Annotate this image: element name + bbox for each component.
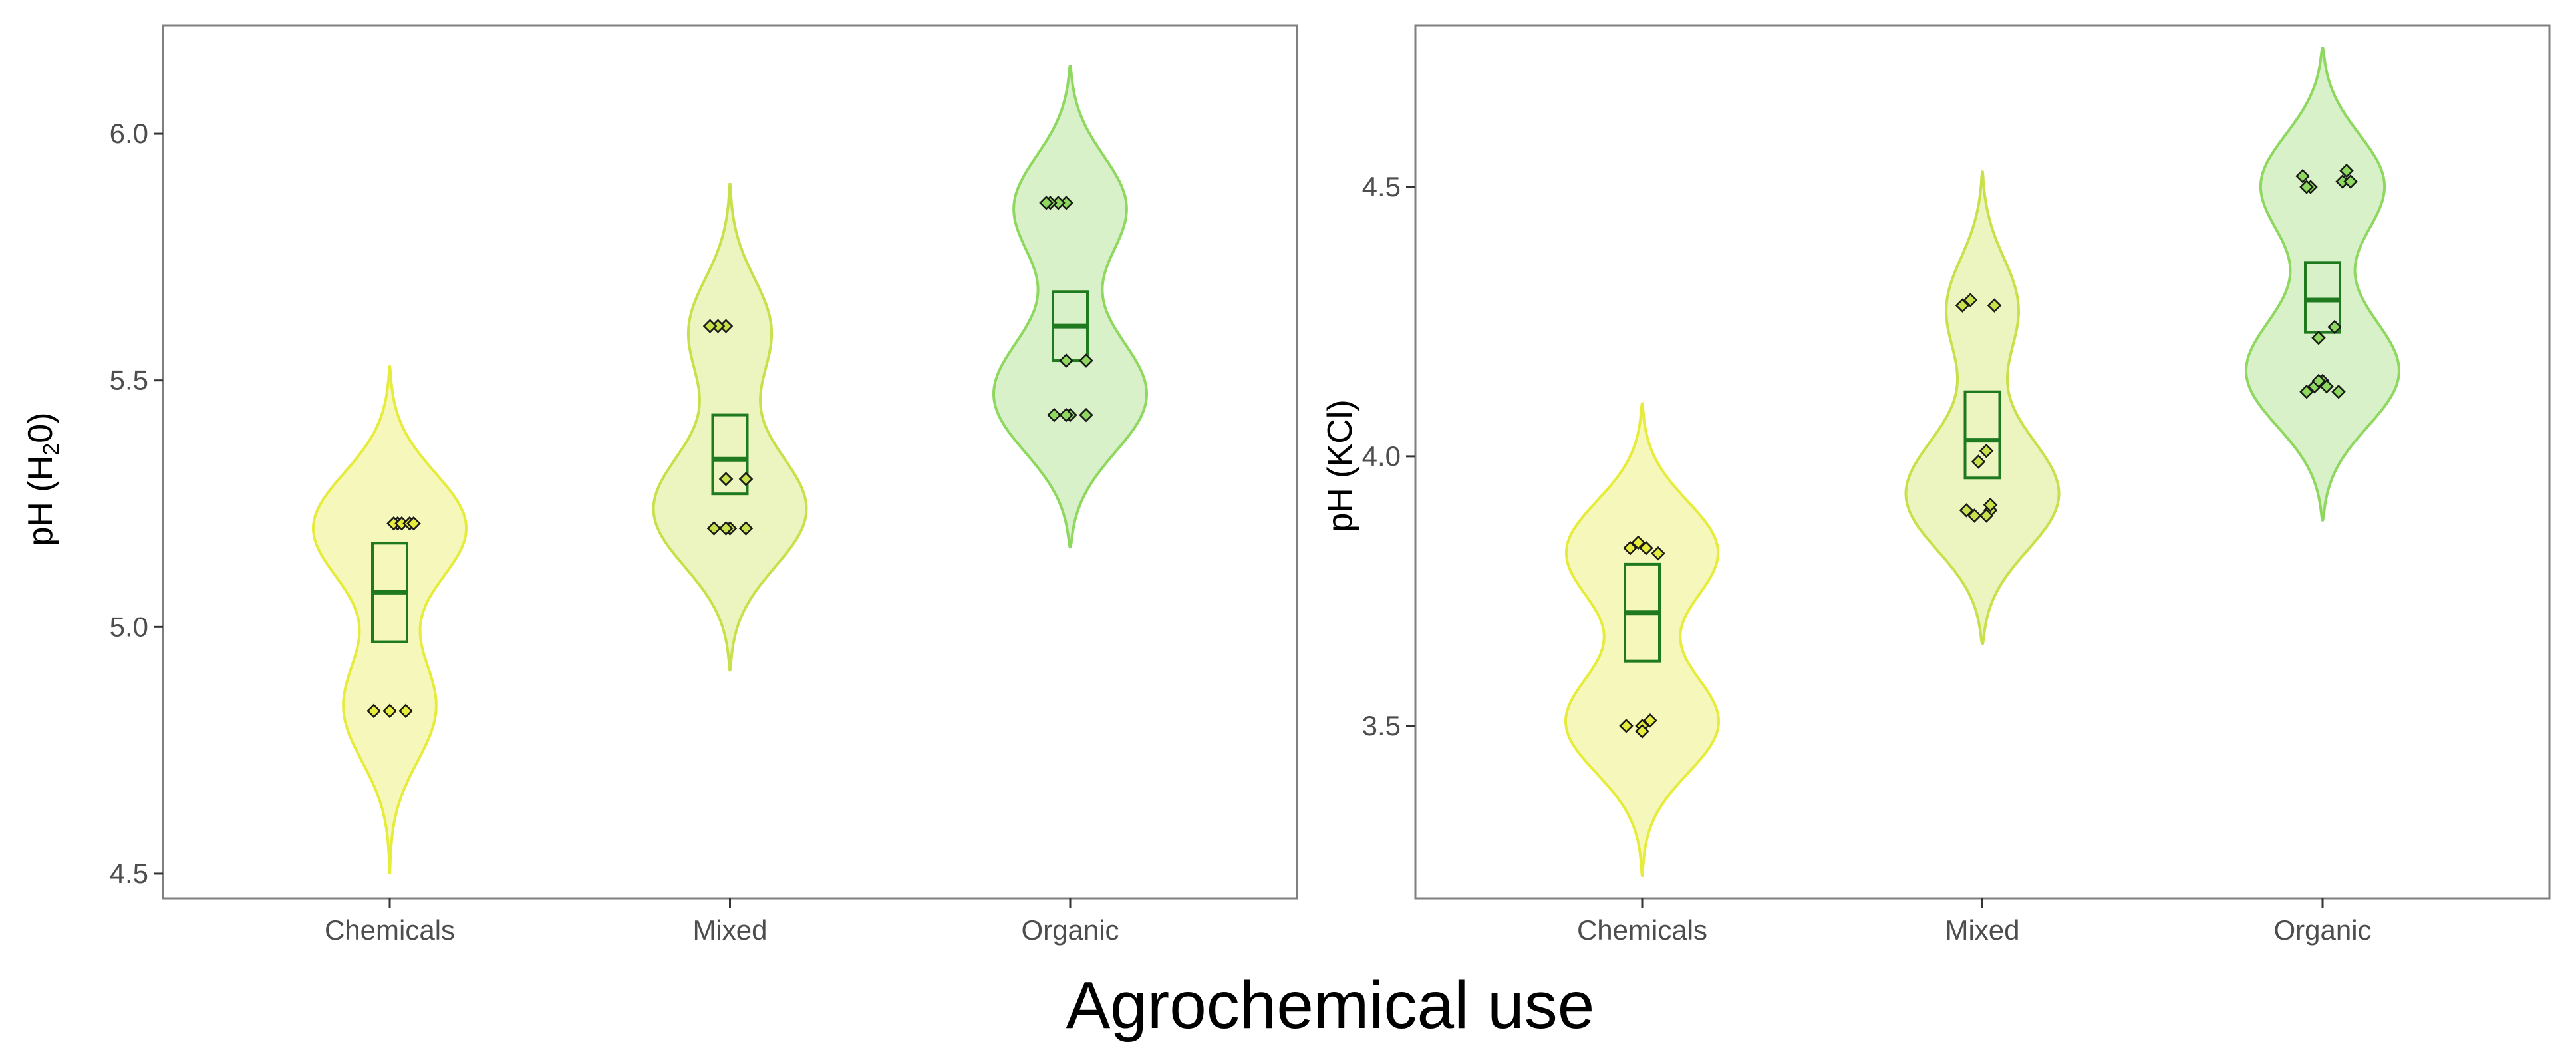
x-tick-label: Mixed [692, 914, 767, 946]
data-point [398, 703, 413, 719]
data-point [2295, 168, 2310, 184]
y-tick-label: 3.5 [1362, 710, 1401, 741]
data-point [406, 516, 421, 531]
x-axis-ticks: Chemicals Mixed Organic [1577, 898, 2372, 946]
x-axis-title: Agrochemical use [1066, 968, 1595, 1043]
y-tick-label: 4.5 [110, 858, 148, 889]
violin-mixed [652, 182, 808, 672]
data-point [1983, 498, 1998, 512]
data-point [718, 472, 734, 486]
data-point [2343, 174, 2358, 189]
data-point [706, 521, 722, 536]
data-point [1047, 407, 1062, 423]
x-tick-label: Organic [1021, 914, 1119, 946]
data-point [2331, 384, 2346, 399]
x-tick-label: Organic [2273, 914, 2371, 946]
data-point [382, 703, 397, 719]
data-point [738, 472, 754, 486]
x-tick-label: Chemicals [325, 914, 455, 946]
data-point [718, 521, 734, 536]
data-point [702, 319, 718, 333]
data-point [1623, 540, 1638, 556]
data-point [2339, 163, 2354, 178]
y-axis-ticks: 3.5 4.0 4.5 [1362, 171, 1415, 741]
data-point [1619, 719, 1634, 733]
violin-layer [1564, 46, 2401, 877]
data-point [2311, 373, 2326, 389]
data-point [2319, 379, 2334, 394]
violin-layer [311, 64, 1149, 874]
data-point [1651, 546, 1665, 561]
violin-organic [992, 64, 1149, 549]
data-point [1635, 724, 1649, 739]
se-box [1963, 390, 2001, 480]
data-point [1639, 540, 1653, 556]
x-tick-label: Mixed [1945, 914, 2019, 946]
y-tick-label: 6.0 [110, 118, 148, 149]
data-point [2299, 180, 2314, 194]
data-point [1967, 508, 1982, 523]
y-tick-label: 4.5 [1362, 171, 1401, 202]
panel-ph-kcl: 3.5 4.0 4.5 Chemicals Mixed Organic pH (KCl) [1321, 24, 2551, 946]
violin-organic [2244, 46, 2401, 522]
data-point [1971, 454, 1986, 469]
data-point [1979, 508, 1994, 523]
y-axis-label: pH (KCl) [1321, 399, 1360, 532]
data-point [1059, 353, 1073, 368]
se-box [711, 413, 749, 496]
y-tick-label: 5.5 [110, 365, 148, 396]
data-point [366, 703, 381, 719]
data-point [1059, 407, 1073, 423]
x-tick-label: Chemicals [1577, 914, 1707, 946]
data-point [2327, 319, 2342, 335]
panel-ph-h2o: 4.5 5.0 5.5 6.0 Chemicals Mixed Organic pH (H… [21, 24, 1298, 946]
data-point [1955, 298, 1970, 313]
data-point [1987, 298, 2002, 313]
x-axis-ticks: Chemicals Mixed Organic [325, 898, 1119, 946]
y-tick-label: 5.0 [110, 611, 148, 642]
y-axis-ticks: 4.5 5.0 5.5 6.0 [110, 118, 163, 889]
y-tick-label: 4.0 [1362, 441, 1401, 472]
violin-chemicals [311, 365, 468, 874]
data-point [1979, 444, 1994, 458]
data-point [738, 521, 754, 536]
y-axis-label: pH (H20) [21, 413, 64, 546]
data-point [1643, 713, 1657, 728]
data-point [1959, 503, 1974, 518]
data-point [2311, 330, 2326, 345]
data-point [1039, 196, 1054, 210]
data-point [1963, 293, 1978, 307]
violin-chemicals [1564, 402, 1721, 877]
violin-mixed [1904, 170, 2061, 645]
se-box [2304, 261, 2341, 334]
data-point [1079, 353, 1093, 368]
data-point [1631, 535, 1646, 550]
data-point [2299, 384, 2314, 399]
data-point [1079, 407, 1093, 423]
